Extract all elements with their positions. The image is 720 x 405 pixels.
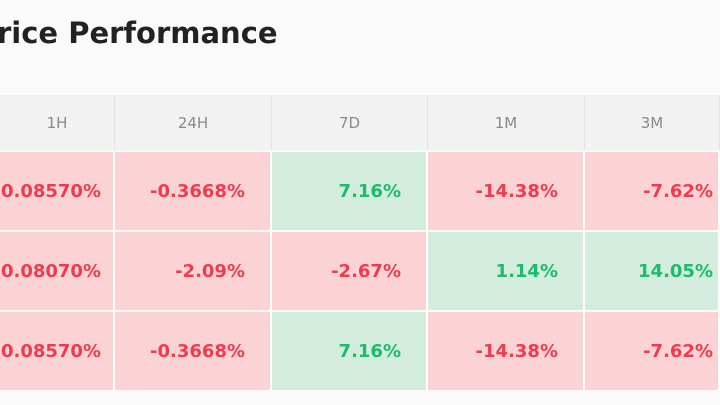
performance-cell: 7.16% (272, 152, 428, 230)
performance-cell: -0.3668% (115, 312, 272, 390)
performance-cell: 14.05% (585, 232, 720, 310)
data-row: 0.08570% -0.3668% 7.16% -14.38% -7.62% (0, 312, 720, 390)
column-header: 1M (428, 95, 585, 150)
performance-cell: -7.62% (585, 152, 720, 230)
performance-cell: -7.62% (585, 312, 720, 390)
column-header: 7D (272, 95, 428, 150)
performance-cell: 0.08570% (0, 312, 115, 390)
performance-cell: 1.14% (428, 232, 585, 310)
performance-cell: -0.3668% (115, 152, 272, 230)
performance-cell: -14.38% (428, 312, 585, 390)
performance-cell: -2.67% (272, 232, 428, 310)
header-row: 1H 24H 7D 1M 3M (0, 95, 720, 150)
performance-cell: 0.08570% (0, 152, 115, 230)
performance-cell: 0.08070% (0, 232, 115, 310)
performance-table: 1H 24H 7D 1M 3M 0.08570% -0.3668% 7.16% -14.38% -… (0, 95, 720, 392)
column-header: 24H (115, 95, 272, 150)
column-header: 3M (585, 95, 720, 150)
data-row: 0.08070% -2.09% -2.67% 1.14% 14.05% (0, 232, 720, 310)
column-header: 1H (0, 95, 115, 150)
page-title: rice Performance (0, 16, 278, 50)
performance-cell: 7.16% (272, 312, 428, 390)
performance-cell: -2.09% (115, 232, 272, 310)
performance-cell: -14.38% (428, 152, 585, 230)
data-row: 0.08570% -0.3668% 7.16% -14.38% -7.62% (0, 152, 720, 230)
